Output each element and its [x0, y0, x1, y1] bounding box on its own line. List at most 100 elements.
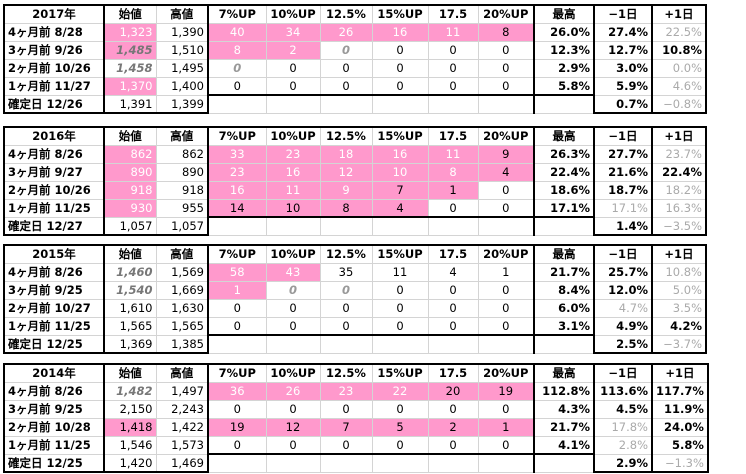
cell-p1[interactable]: 22.5%: [651, 22, 707, 42]
cell-max[interactable]: 12.3%: [533, 40, 595, 60]
cell-open[interactable]: 1,485: [103, 40, 157, 60]
cell-max[interactable]: 8.4%: [533, 280, 595, 300]
cell-c7[interactable]: 0: [207, 316, 267, 336]
cell-c7[interactable]: 58: [207, 262, 267, 282]
row-label[interactable]: 2ヶ月前 10/27: [3, 298, 105, 318]
cell-c15[interactable]: 7: [371, 180, 429, 200]
cell-c10[interactable]: 10: [265, 198, 321, 218]
cell-c10[interactable]: 0: [265, 280, 321, 300]
cell-max[interactable]: 2.9%: [533, 58, 595, 78]
cell-m1[interactable]: 21.6%: [593, 162, 653, 182]
cell-high[interactable]: 1,400: [155, 76, 209, 96]
cell-max[interactable]: 112.8%: [533, 381, 595, 401]
cell-c175[interactable]: 0: [427, 58, 479, 78]
cell-c20[interactable]: 0: [477, 298, 535, 318]
cell-c7[interactable]: 19: [207, 417, 267, 437]
cell-c175[interactable]: 0: [427, 316, 479, 336]
cell-c175[interactable]: 0: [427, 198, 479, 218]
cell-c7[interactable]: [207, 453, 267, 473]
row-label[interactable]: 確定日 12/26: [3, 94, 105, 114]
cell-high[interactable]: 918: [155, 180, 209, 200]
cell-c20[interactable]: 0: [477, 435, 535, 455]
cell-c10[interactable]: 0: [265, 316, 321, 336]
cell-c20[interactable]: [477, 334, 535, 354]
row-label[interactable]: 3ヶ月前 9/26: [3, 40, 105, 60]
cell-c125[interactable]: 35: [319, 262, 373, 282]
cell-c20[interactable]: 0: [477, 198, 535, 218]
cell-c125[interactable]: [319, 216, 373, 236]
cell-c10[interactable]: 2: [265, 40, 321, 60]
cell-c175[interactable]: 20: [427, 381, 479, 401]
cell-high[interactable]: 955: [155, 198, 209, 218]
cell-c15[interactable]: 0: [371, 435, 429, 455]
cell-p1[interactable]: 24.0%: [651, 417, 709, 437]
cell-c20[interactable]: 9: [477, 144, 535, 164]
cell-open[interactable]: 1,057: [103, 216, 157, 236]
cell-c10[interactable]: [265, 216, 321, 236]
cell-m1[interactable]: 1.4%: [593, 216, 653, 236]
cell-c7[interactable]: [207, 216, 267, 236]
cell-c20[interactable]: 0: [477, 40, 535, 60]
cell-high[interactable]: 1,399: [155, 94, 209, 114]
cell-c10[interactable]: 0: [265, 76, 321, 96]
cell-c175[interactable]: [427, 453, 479, 473]
cell-c7[interactable]: 33: [207, 144, 267, 164]
cell-open[interactable]: 1,418: [103, 417, 157, 437]
row-label[interactable]: 4ヶ月前 8/26: [3, 262, 105, 282]
cell-open[interactable]: 2,150: [103, 399, 157, 419]
cell-c125[interactable]: 0: [319, 399, 373, 419]
cell-c7[interactable]: 36: [207, 381, 267, 401]
cell-c20[interactable]: 0: [477, 76, 535, 96]
cell-c125[interactable]: [319, 334, 373, 354]
cell-c125[interactable]: 8: [319, 198, 373, 218]
cell-p1[interactable]: 10.8%: [651, 262, 707, 282]
cell-p1[interactable]: −3.5%: [651, 216, 707, 236]
cell-p1[interactable]: 22.4%: [651, 162, 707, 182]
cell-open[interactable]: 1,565: [103, 316, 157, 336]
cell-c10[interactable]: [265, 453, 321, 473]
cell-open[interactable]: 1,323: [103, 22, 157, 42]
cell-high[interactable]: 1,385: [155, 334, 209, 354]
cell-max[interactable]: 4.3%: [533, 399, 595, 419]
cell-p1[interactable]: 0.0%: [651, 58, 707, 78]
cell-c20[interactable]: 0: [477, 58, 535, 78]
cell-open[interactable]: 930: [103, 198, 157, 218]
cell-c7[interactable]: 16: [207, 180, 267, 200]
cell-max[interactable]: [533, 94, 595, 114]
cell-high[interactable]: 1,510: [155, 40, 209, 60]
cell-max[interactable]: [533, 216, 595, 236]
cell-c15[interactable]: 0: [371, 298, 429, 318]
cell-open[interactable]: 1,460: [103, 262, 157, 282]
cell-m1[interactable]: 18.7%: [593, 180, 653, 200]
cell-c175[interactable]: [427, 216, 479, 236]
cell-max[interactable]: 4.1%: [533, 435, 595, 455]
cell-p1[interactable]: 5.0%: [651, 280, 707, 300]
cell-c15[interactable]: [371, 216, 429, 236]
cell-high[interactable]: 1,630: [155, 298, 209, 318]
cell-p1[interactable]: −3.7%: [651, 334, 707, 354]
cell-open[interactable]: 1,420: [103, 453, 157, 473]
cell-c125[interactable]: 0: [319, 40, 373, 60]
cell-high[interactable]: 862: [155, 144, 209, 164]
row-label[interactable]: 確定日 12/27: [3, 216, 105, 236]
cell-c15[interactable]: 0: [371, 40, 429, 60]
cell-open[interactable]: 890: [103, 162, 157, 182]
cell-p1[interactable]: 117.7%: [651, 381, 709, 401]
row-label[interactable]: 確定日 12/25: [3, 334, 105, 354]
cell-m1[interactable]: 2.9%: [593, 453, 653, 473]
cell-m1[interactable]: 27.4%: [593, 22, 653, 42]
cell-c10[interactable]: 43: [265, 262, 321, 282]
cell-c20[interactable]: 1: [477, 262, 535, 282]
cell-c7[interactable]: 14: [207, 198, 267, 218]
cell-c10[interactable]: [265, 334, 321, 354]
cell-c7[interactable]: 0: [207, 58, 267, 78]
cell-c175[interactable]: 1: [427, 180, 479, 200]
cell-c125[interactable]: 9: [319, 180, 373, 200]
cell-m1[interactable]: 3.0%: [593, 58, 653, 78]
cell-high[interactable]: 1,390: [155, 22, 209, 42]
cell-c20[interactable]: [477, 94, 535, 114]
cell-c125[interactable]: 12: [319, 162, 373, 182]
cell-high[interactable]: 1,569: [155, 262, 209, 282]
cell-c175[interactable]: 4: [427, 262, 479, 282]
cell-c125[interactable]: 0: [319, 298, 373, 318]
